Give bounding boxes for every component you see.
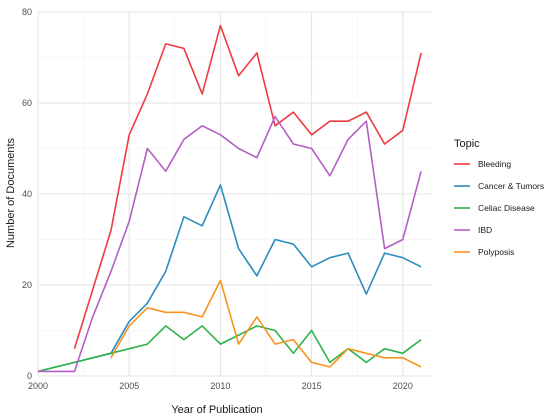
- series-line-celiac-disease: [37, 325, 422, 373]
- x-tick-label: 2020: [393, 381, 413, 391]
- y-tick-label: 80: [22, 7, 32, 17]
- y-tick-label: 40: [22, 189, 32, 199]
- x-axis-title: Year of Publication: [171, 404, 262, 416]
- legend: Topic Bleeding Cancer & Tumors Celiac Dise…: [454, 138, 544, 257]
- legend-label-polyposis: Polyposis: [478, 247, 514, 257]
- x-tick-label: 2005: [119, 381, 139, 391]
- legend-label-celiac-disease: Celiac Disease: [478, 203, 535, 213]
- y-tick-label: 20: [22, 280, 32, 290]
- x-tick-label: 2015: [302, 381, 322, 391]
- series-line-polyposis: [110, 279, 422, 368]
- legend-label-ibd: IBD: [478, 225, 492, 235]
- x-tick-label: 2000: [28, 381, 48, 391]
- x-axis-ticks: 2000 2005 2010 2015 2020: [28, 381, 413, 391]
- legend-label-bleeding: Bleeding: [478, 159, 511, 169]
- y-tick-label: 0: [27, 371, 32, 381]
- x-tick-label: 2010: [210, 381, 230, 391]
- series-lines: [37, 24, 422, 373]
- y-axis-title: Number of Documents: [5, 137, 17, 248]
- y-tick-label: 60: [22, 98, 32, 108]
- legend-label-cancer-tumors: Cancer & Tumors: [478, 181, 544, 191]
- grid-lines: [37, 11, 432, 377]
- series-line-ibd: [38, 115, 422, 373]
- y-axis-ticks: 0 20 40 60 80: [22, 7, 32, 381]
- legend-title: Topic: [454, 138, 480, 150]
- series-line-bleeding: [73, 24, 422, 349]
